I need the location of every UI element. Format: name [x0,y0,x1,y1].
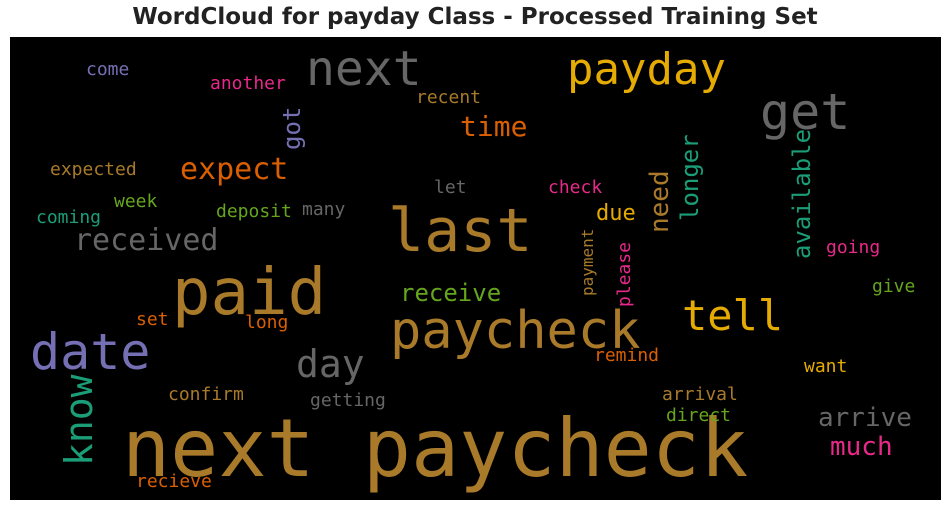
cloud-word: arrive [818,403,912,433]
cloud-word: recent [416,87,482,108]
cloud-word: expect [180,152,289,187]
cloud-word: deposit [216,201,292,222]
cloud-word: need [645,170,675,234]
cloud-word: another [210,73,286,94]
cloud-word: getting [310,390,386,411]
cloud-word: payday [567,44,726,95]
cloud-word: time [460,110,528,143]
cloud-word: give [872,276,916,297]
cloud-word: next paycheck [122,402,749,495]
cloud-word: remind [594,345,660,366]
cloud-word: confirm [168,384,244,405]
cloud-word: paid [172,256,327,330]
cloud-word: expected [50,159,137,180]
cloud-word: paycheck [390,301,641,361]
cloud-word: next [306,41,422,97]
cloud-word: set [136,309,169,330]
cloud-word: check [548,177,603,198]
cloud-word: know [57,374,101,467]
cloud-word: date [30,323,151,381]
cloud-word: week [114,191,158,212]
cloud-word: get [760,83,851,141]
cloud-word: long [245,312,289,333]
cloud-word: want [804,356,848,377]
cloud-word: receive [400,279,502,307]
cloud-word: received [74,223,219,258]
cloud-word: come [86,59,130,80]
cloud-word: got [278,106,306,151]
cloud-word: longer [676,134,704,222]
cloud-word: last [388,196,533,266]
cloud-word: due [596,201,636,226]
cloud-word: arrival [662,384,738,405]
cloud-word: recieve [136,471,212,492]
cloud-word: much [830,432,893,462]
cloud-word: available [788,128,816,259]
cloud-word: let [434,177,467,198]
cloud-word: coming [36,207,102,228]
cloud-word: direct [666,405,732,426]
cloud-word: many [302,199,346,220]
cloud-word: day [296,342,365,386]
cloud-word: please [614,241,635,307]
wordcloud-canvas: next paycheck paid last paycheck date next pay… [10,37,941,500]
cloud-word: going [826,237,881,258]
chart-title: WordCloud for payday Class - Processed T… [132,4,818,30]
cloud-word: tell [682,291,784,340]
cloud-word: payment [578,228,597,297]
